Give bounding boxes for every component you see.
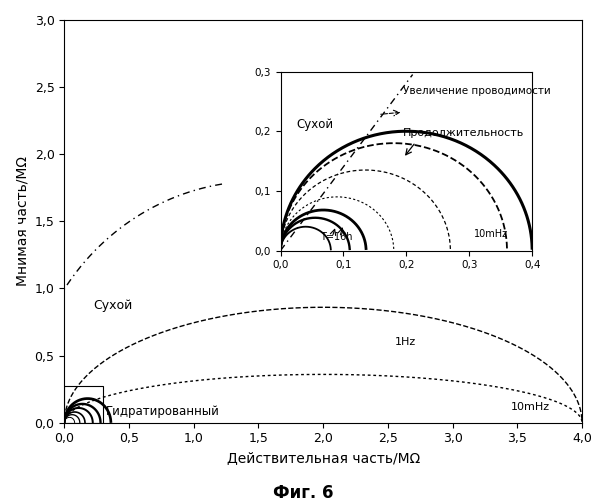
Text: Продолжительность: Продолжительность bbox=[403, 128, 524, 138]
Text: Сухой: Сухой bbox=[296, 118, 333, 131]
Text: Сухой: Сухой bbox=[93, 298, 132, 312]
Text: Фиг. 6: Фиг. 6 bbox=[273, 484, 334, 500]
Y-axis label: Мнимая часть/МΩ: Мнимая часть/МΩ bbox=[15, 156, 29, 286]
X-axis label: Действительная часть/МΩ: Действительная часть/МΩ bbox=[226, 451, 420, 465]
Bar bbox=[64, 386, 103, 422]
Text: 1Hz: 1Hz bbox=[395, 337, 416, 347]
Text: T=16h: T=16h bbox=[320, 232, 353, 242]
Text: Увеличение проводимости: Увеличение проводимости bbox=[403, 86, 551, 96]
Text: 10mHz: 10mHz bbox=[511, 402, 550, 412]
Text: Гидратированный: Гидратированный bbox=[106, 406, 220, 418]
Text: 10mHz: 10mHz bbox=[474, 229, 509, 239]
